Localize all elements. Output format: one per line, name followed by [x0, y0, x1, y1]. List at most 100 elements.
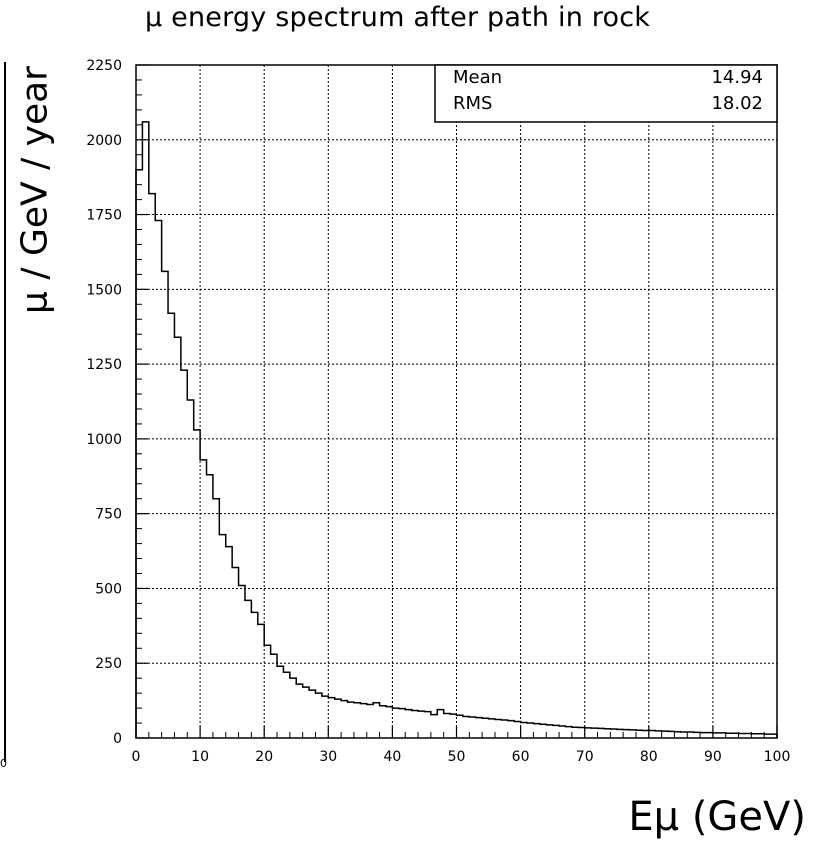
y-tick-label: 2250 [86, 58, 122, 74]
histogram-bin [174, 337, 180, 738]
histogram-bin [168, 313, 174, 738]
histogram-bin [315, 693, 321, 738]
neighbor-figure-tick-label: 0 [0, 757, 7, 770]
y-tick-label: 2000 [86, 133, 122, 149]
histogram-bin [489, 719, 495, 738]
histogram-bin [751, 734, 757, 738]
histogram-bin [694, 732, 700, 738]
histogram-bin [540, 724, 546, 738]
histogram-bin [450, 714, 456, 738]
x-tick-label: 100 [764, 749, 791, 765]
histogram-bin [501, 720, 507, 738]
histogram-bin [585, 728, 591, 738]
histogram-bin [424, 712, 430, 738]
histogram-bin [181, 370, 187, 738]
histogram-bin [758, 734, 764, 738]
histogram-bin [482, 718, 488, 738]
histogram-bin [136, 170, 142, 738]
stats-box: Mean 14.94 RMS 18.02 [434, 64, 778, 123]
histogram-bin [348, 702, 354, 738]
histogram-series [135, 121, 778, 738]
x-tick-label: 0 [132, 749, 141, 765]
histogram-bin [309, 690, 315, 738]
histogram-bin [142, 122, 148, 738]
y-tick-label: 1000 [86, 432, 122, 448]
histogram-bin [617, 729, 623, 738]
histogram-bin [386, 707, 392, 738]
histogram-bin [271, 654, 277, 738]
histogram-bin [296, 684, 302, 738]
x-tick-label: 50 [448, 749, 466, 765]
histogram-bin [251, 612, 257, 738]
histogram-bin [405, 710, 411, 738]
histogram-bin [706, 733, 712, 738]
histogram-bin [155, 221, 161, 738]
y-tick-label: 1750 [86, 208, 122, 224]
stats-label: Mean [453, 67, 502, 88]
histogram-bin [732, 733, 738, 738]
histogram-bin [277, 666, 283, 738]
histogram-bin [354, 703, 360, 738]
histogram-bin [623, 730, 629, 738]
x-tick-label: 40 [383, 749, 401, 765]
x-tick-label: 10 [191, 749, 209, 765]
histogram-bin [642, 731, 648, 738]
x-tick-label: 30 [319, 749, 337, 765]
grid-lines [136, 64, 777, 738]
histogram-bin [565, 727, 571, 738]
y-tick-label: 1250 [86, 357, 122, 373]
y-tick-label: 1500 [86, 282, 122, 298]
histogram-bin [283, 672, 289, 738]
x-tick-label: 20 [255, 749, 273, 765]
histogram-bin [591, 728, 597, 738]
histogram-bin [194, 430, 200, 738]
x-tick-label: 60 [512, 749, 530, 765]
histogram-bin [668, 731, 674, 738]
histogram-bin [674, 732, 680, 738]
histogram-bin [476, 718, 482, 738]
histogram-bin [636, 730, 642, 738]
histogram-bin [533, 724, 539, 738]
histogram-bin [521, 722, 527, 738]
stats-box-border [434, 64, 778, 123]
histogram-bin [187, 400, 193, 738]
histogram-bin [322, 696, 328, 738]
histogram-bin [258, 624, 264, 738]
neighbor-figure-edge [0, 62, 6, 762]
histogram-bin [399, 709, 405, 738]
histogram-bin [290, 678, 296, 738]
histogram-bin [444, 713, 450, 738]
x-tick-label: 90 [704, 749, 722, 765]
y-tick-label: 750 [95, 507, 122, 523]
histogram-bin [771, 734, 777, 738]
histogram-bin [700, 733, 706, 738]
histogram-bin [508, 721, 514, 738]
histogram-bin [431, 715, 437, 738]
x-tick-label: 70 [576, 749, 594, 765]
y-tick-label: 0 [113, 731, 122, 747]
histogram-bin [200, 460, 206, 738]
histogram-bin [514, 722, 520, 738]
stats-value: 14.94 [711, 67, 763, 88]
histogram-bin [649, 731, 655, 738]
histogram-bin [245, 600, 251, 738]
histogram-bin [392, 708, 398, 738]
histogram-bin [745, 734, 751, 738]
histogram-bin [360, 704, 366, 738]
histogram-bin [559, 726, 565, 738]
histogram-bin [739, 734, 745, 738]
histogram-bin [226, 547, 232, 738]
histogram-bin [239, 585, 245, 738]
histogram-bin [610, 729, 616, 738]
y-axis-ticks: 0 250 500 750 1000 1250 1500 1750 2000 2250 [86, 58, 148, 747]
histogram-bin [604, 729, 610, 738]
histogram-bin [463, 716, 469, 738]
histogram-bin [687, 732, 693, 738]
histogram-bin [367, 704, 373, 738]
y-tick-label: 250 [95, 656, 122, 672]
histogram-bin [335, 699, 341, 738]
histogram-bin [341, 701, 347, 738]
histogram-bin [162, 271, 168, 738]
